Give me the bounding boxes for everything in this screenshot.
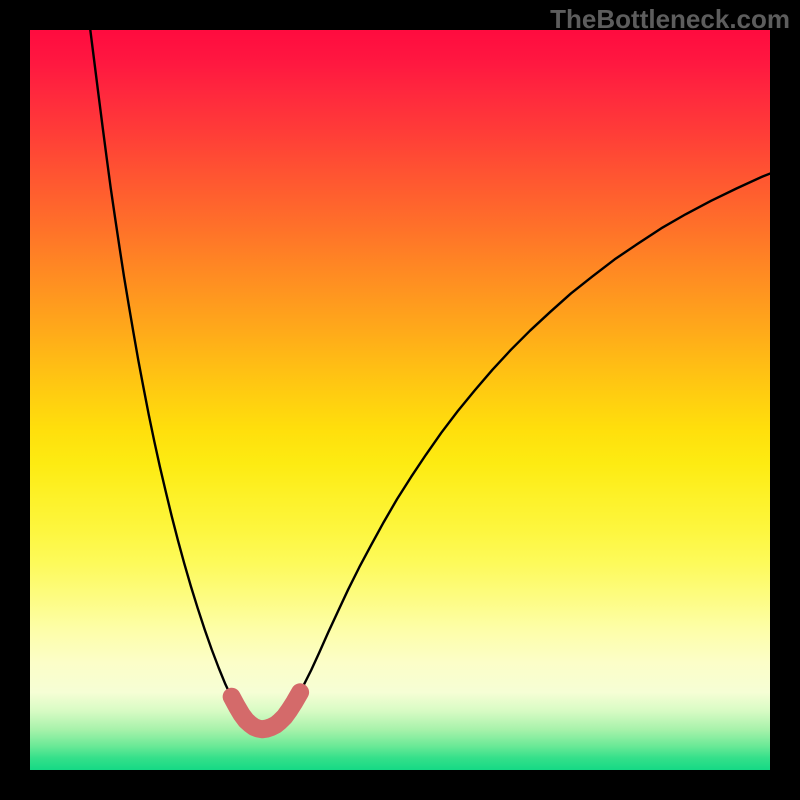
- chart-frame: [30, 30, 770, 770]
- optimal-marker-band: [232, 692, 300, 729]
- watermark-text: TheBottleneck.com: [550, 4, 790, 35]
- bottleneck-curve: [90, 30, 770, 729]
- chart-plot-svg: [30, 30, 770, 770]
- gradient-background: [30, 30, 770, 770]
- stage: TheBottleneck.com: [0, 0, 800, 800]
